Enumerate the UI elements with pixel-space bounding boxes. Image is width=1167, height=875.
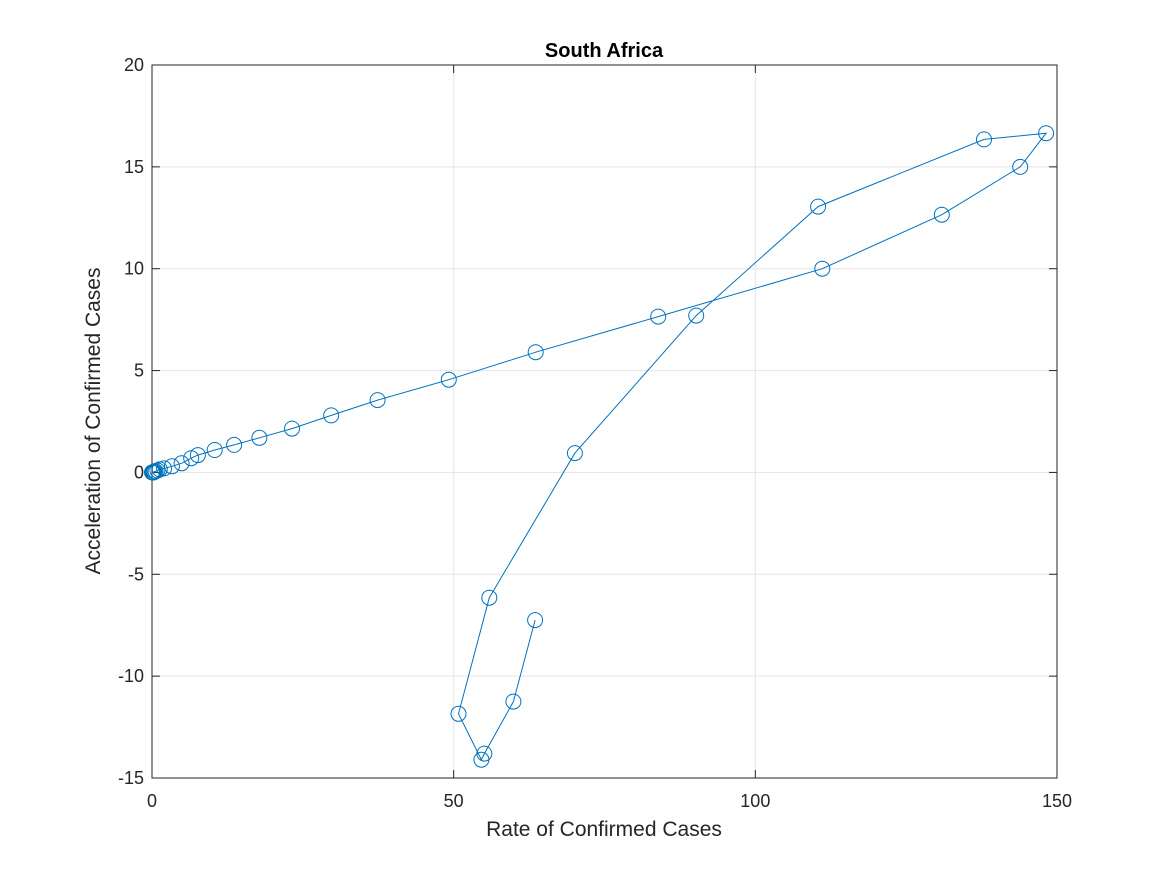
- data-point-marker: [147, 463, 164, 480]
- data-point-marker: [810, 198, 827, 215]
- data-point-marker: [566, 445, 583, 462]
- data-point-marker: [650, 308, 667, 325]
- data-point-marker: [206, 442, 223, 458]
- x-tick-label: 100: [740, 791, 770, 811]
- x-tick-label: 0: [147, 791, 157, 811]
- y-tick-label: 15: [124, 157, 144, 177]
- data-point-marker: [149, 462, 166, 479]
- data-point-marker: [933, 206, 950, 223]
- y-tick-label: -15: [118, 768, 144, 788]
- data-point-marker: [173, 455, 190, 472]
- data-point-marker: [323, 407, 340, 424]
- y-axis-label: Acceleration of Confirmed Cases: [82, 268, 105, 575]
- data-point-marker: [369, 392, 386, 409]
- data-point-marker: [156, 460, 173, 477]
- data-point-marker: [450, 705, 467, 722]
- data-point-marker: [226, 436, 243, 453]
- chart-title: South Africa: [545, 40, 664, 62]
- plot-area-box: [151, 64, 1058, 779]
- data-point-marker: [814, 260, 831, 277]
- data-point-marker: [251, 429, 268, 446]
- data-series: [144, 125, 1055, 768]
- data-point-marker: [163, 458, 180, 475]
- data-point-marker: [183, 450, 200, 467]
- y-tick-label: 0: [134, 462, 144, 482]
- y-tick-label: 10: [124, 259, 144, 279]
- data-point-marker: [1012, 158, 1029, 175]
- x-axis-label: Rate of Confirmed Cases: [486, 818, 722, 841]
- x-tick-label: 50: [444, 791, 464, 811]
- data-point-marker: [976, 131, 992, 148]
- y-tick-label: -5: [128, 564, 144, 584]
- data-point-marker: [527, 612, 544, 629]
- y-tick-label: 5: [134, 361, 144, 381]
- data-point-marker: [1038, 125, 1055, 142]
- y-tick-label: -10: [118, 666, 144, 686]
- data-point-marker: [481, 589, 498, 606]
- data-point-marker: [527, 344, 544, 361]
- data-point-marker: [284, 420, 300, 437]
- data-point-marker: [505, 693, 522, 710]
- data-point-marker: [189, 447, 206, 464]
- data-point-marker: [476, 745, 493, 762]
- data-point-marker: [440, 371, 457, 388]
- x-tick-label: 150: [1042, 791, 1072, 811]
- data-point-marker: [688, 307, 705, 324]
- y-tick-label: 20: [124, 55, 144, 75]
- axis-ticks: 0 50 100 150 -15 -10 -5 0 5 10 15 20: [118, 55, 1072, 811]
